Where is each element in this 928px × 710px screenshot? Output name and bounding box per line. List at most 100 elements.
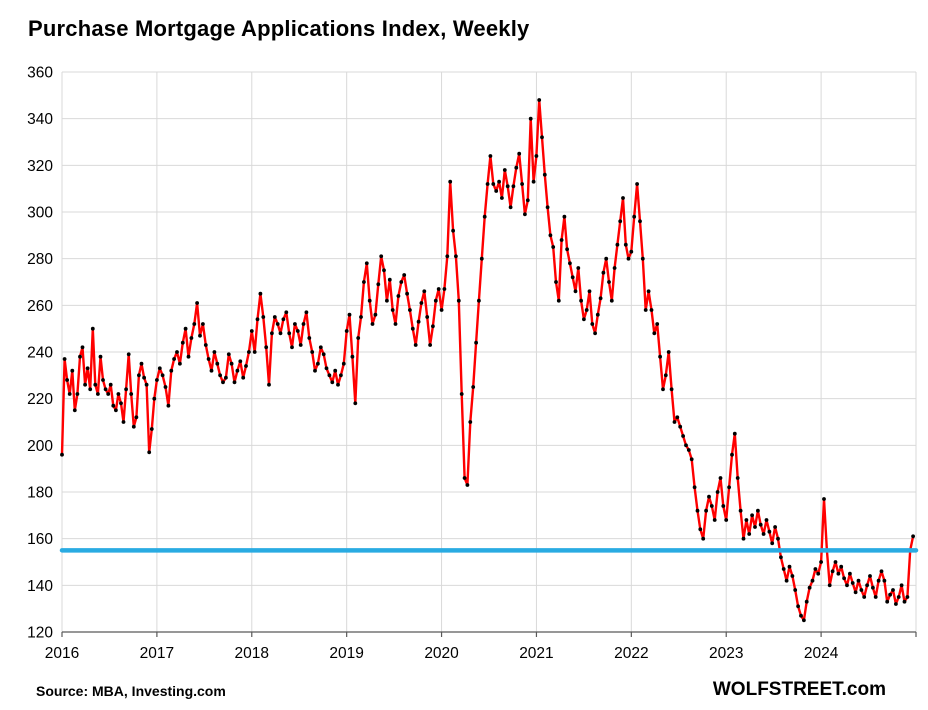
- y-tick-label: 180: [27, 485, 53, 502]
- x-tick-label: 2020: [424, 645, 459, 662]
- data-point-marker: [364, 261, 369, 266]
- data-point-marker: [663, 373, 668, 378]
- data-point-marker: [103, 387, 108, 392]
- data-point-marker: [842, 576, 846, 581]
- x-tick-label: 2024: [804, 645, 839, 662]
- data-point-marker: [313, 368, 317, 373]
- data-point-marker: [669, 387, 674, 392]
- data-point-marker: [494, 189, 499, 193]
- y-tick-label: 280: [27, 251, 53, 268]
- data-point-marker: [482, 214, 487, 219]
- data-point-marker: [655, 322, 660, 326]
- data-point-marker: [491, 182, 496, 186]
- data-point-marker: [101, 378, 105, 382]
- data-point-marker: [618, 219, 623, 224]
- data-point-marker: [724, 518, 729, 522]
- data-point-marker: [593, 331, 597, 336]
- data-point-marker: [896, 595, 901, 599]
- data-point-marker: [672, 420, 677, 424]
- data-point-marker: [646, 289, 651, 294]
- y-tick-label: 320: [27, 158, 53, 175]
- data-point-marker: [78, 354, 82, 359]
- x-tick-label: 2016: [45, 645, 79, 662]
- data-point-marker: [318, 345, 323, 350]
- data-point-marker: [70, 368, 75, 373]
- data-point-marker: [408, 308, 412, 312]
- data-point-marker: [65, 378, 69, 382]
- data-point-marker: [281, 317, 286, 322]
- data-point-marker: [370, 322, 375, 326]
- data-point-marker: [321, 352, 326, 357]
- data-point-marker: [508, 205, 513, 210]
- data-point-marker: [175, 350, 179, 354]
- data-point-marker: [157, 366, 162, 371]
- data-point-marker: [735, 476, 740, 480]
- data-point-marker: [124, 387, 128, 392]
- data-point-marker: [807, 585, 812, 590]
- data-point-marker: [879, 569, 884, 574]
- data-point-marker: [451, 228, 455, 233]
- data-point-marker: [147, 450, 152, 455]
- data-point-marker: [638, 219, 642, 224]
- data-point-marker: [195, 301, 200, 305]
- data-point-marker: [347, 312, 352, 317]
- y-tick-label: 260: [27, 298, 53, 315]
- data-point-marker: [385, 298, 389, 303]
- data-point-marker: [819, 560, 823, 564]
- data-point-marker: [226, 352, 231, 357]
- data-point-marker: [576, 266, 581, 270]
- data-point-marker: [152, 396, 157, 401]
- data-point-marker: [790, 574, 795, 578]
- data-point-marker: [709, 504, 714, 508]
- data-point-marker: [468, 420, 473, 424]
- data-point-marker: [528, 116, 533, 121]
- data-point-marker: [121, 420, 126, 424]
- data-point-marker: [75, 392, 80, 396]
- data-point-marker: [373, 312, 378, 317]
- data-point-marker: [632, 214, 637, 219]
- data-point-marker: [698, 527, 703, 532]
- data-point-marker: [422, 289, 427, 294]
- data-point-marker: [356, 336, 361, 340]
- data-point-marker: [293, 322, 297, 326]
- data-point-marker: [339, 373, 343, 378]
- data-point-marker: [609, 298, 614, 303]
- data-point-marker: [833, 560, 838, 564]
- data-point-marker: [67, 392, 72, 396]
- data-point-marker: [761, 532, 766, 536]
- data-point-marker: [902, 599, 907, 604]
- data-point-marker: [626, 256, 631, 261]
- data-point-marker: [615, 242, 620, 247]
- x-tick-label: 2018: [235, 645, 269, 662]
- data-point-marker: [238, 359, 243, 364]
- data-point-marker: [344, 329, 349, 333]
- data-point-marker: [186, 354, 191, 359]
- data-point-marker: [247, 350, 251, 354]
- data-point-marker: [756, 508, 760, 513]
- data-point-marker: [793, 588, 798, 592]
- y-tick-label: 120: [27, 625, 53, 642]
- data-point-marker: [83, 382, 87, 387]
- data-point-marker: [327, 373, 332, 378]
- data-point-marker: [876, 578, 881, 583]
- data-point-marker: [741, 536, 746, 541]
- data-point-marker: [108, 382, 113, 387]
- data-point-marker: [379, 254, 384, 259]
- data-point-marker: [607, 280, 611, 284]
- data-point-marker: [738, 508, 743, 513]
- data-point-marker: [324, 366, 329, 371]
- data-point-marker: [255, 317, 260, 322]
- data-point-marker: [511, 184, 516, 189]
- data-point-marker: [776, 536, 780, 541]
- data-point-marker: [582, 317, 586, 322]
- x-tick-label: 2017: [140, 645, 174, 662]
- data-point-marker: [595, 312, 600, 317]
- data-point-marker: [166, 403, 171, 408]
- data-point-marker: [623, 242, 628, 247]
- data-point-marker: [505, 184, 510, 189]
- data-point-marker: [209, 368, 214, 373]
- data-point-marker: [252, 350, 257, 354]
- data-point-marker: [905, 595, 910, 599]
- data-point-marker: [183, 326, 188, 331]
- data-point-marker: [96, 392, 100, 396]
